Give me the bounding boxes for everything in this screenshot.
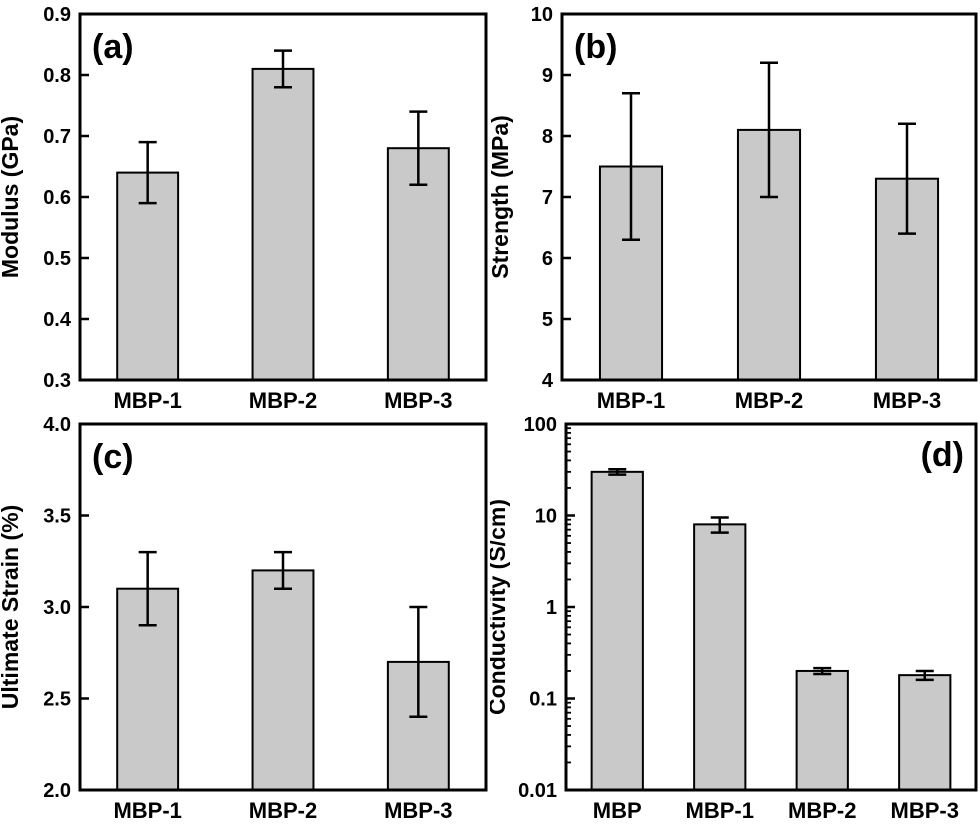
y-tick-label: 8	[542, 126, 553, 148]
y-tick-label: 0.01	[518, 780, 557, 802]
y-tick-label: 100	[524, 414, 557, 436]
x-category-label: MBP-2	[788, 798, 856, 823]
y-tick-label: 5	[542, 309, 553, 331]
bar	[795, 669, 849, 791]
y-tick-label: 2.0	[43, 780, 71, 802]
y-tick-label: 0.1	[529, 689, 557, 711]
bar	[386, 147, 450, 381]
y-tick-label: 7	[542, 187, 553, 209]
y-tick-label: 3.5	[43, 506, 71, 528]
y-tick-label: 0.3	[43, 370, 71, 392]
y-tick-label: 9	[542, 65, 553, 87]
y-tick-label: 0.6	[43, 187, 71, 209]
bar	[590, 470, 644, 791]
y-axis-label: Modulus (GPa)	[0, 116, 23, 278]
y-tick-label: 2.5	[43, 689, 71, 711]
y-tick-label: 3.0	[43, 597, 71, 619]
panel-a-chart: MBP-1 MBP-2 MBP-3 0.3 0.4 0.5 0.6 0.7 0.8 0.9 Modu…	[0, 4, 488, 413]
x-category-label: MBP-1	[597, 388, 665, 413]
panel-b-chart: MBP-1 MBP-2 MBP-3 4 5 6 7 8 9 10 Strength (MPa) (b)	[490, 4, 978, 413]
panel-d-chart: MBP MBP-1 MBP-2 MBP-3 0.01 0.1 1 10 100 Conductiv…	[490, 414, 978, 823]
bar	[116, 171, 180, 381]
y-tick-label: 6	[542, 248, 553, 270]
x-category-label: MBP-1	[113, 798, 181, 823]
bar	[251, 569, 315, 791]
y-axis-label: Ultimate Strain (%)	[0, 505, 23, 709]
x-category-label: MBP-3	[384, 388, 452, 413]
y-tick-label: 0.4	[43, 309, 72, 331]
bar	[251, 67, 315, 382]
x-category-label: MBP	[593, 798, 642, 823]
bar	[693, 523, 747, 791]
x-category-label: MBP-3	[891, 798, 959, 823]
y-tick-label: 0.9	[43, 4, 71, 26]
panel-letter: (a)	[92, 28, 134, 66]
y-axis-label: Strength (MPa)	[490, 115, 513, 279]
x-category-label: MBP-3	[384, 798, 452, 823]
x-category-label: MBP-1	[686, 798, 754, 823]
y-tick-label: 1	[546, 597, 557, 619]
panel-letter: (c)	[92, 438, 134, 476]
x-category-label: MBP-2	[735, 388, 803, 413]
y-tick-label: 4	[542, 370, 554, 392]
panel-letter: (d)	[921, 436, 964, 474]
bar	[898, 674, 952, 792]
y-tick-label: 0.5	[43, 248, 71, 270]
y-tick-label: 10	[531, 4, 553, 26]
y-tick-label: 10	[535, 506, 557, 528]
x-category-label: MBP-2	[249, 798, 317, 823]
panel-c-chart: MBP-1 MBP-2 MBP-3 2.0 2.5 3.0 3.5 4.0 Ultimate S…	[0, 414, 488, 823]
y-tick-label: 0.8	[43, 65, 71, 87]
y-tick-label: 4.0	[43, 414, 71, 436]
x-category-label: MBP-2	[249, 388, 317, 413]
x-category-label: MBP-3	[873, 388, 941, 413]
panel-letter: (b)	[574, 28, 617, 66]
y-tick-label: 0.7	[43, 126, 71, 148]
y-axis-label: Conductivity (S/cm)	[490, 499, 510, 715]
x-category-label: MBP-1	[113, 388, 181, 413]
